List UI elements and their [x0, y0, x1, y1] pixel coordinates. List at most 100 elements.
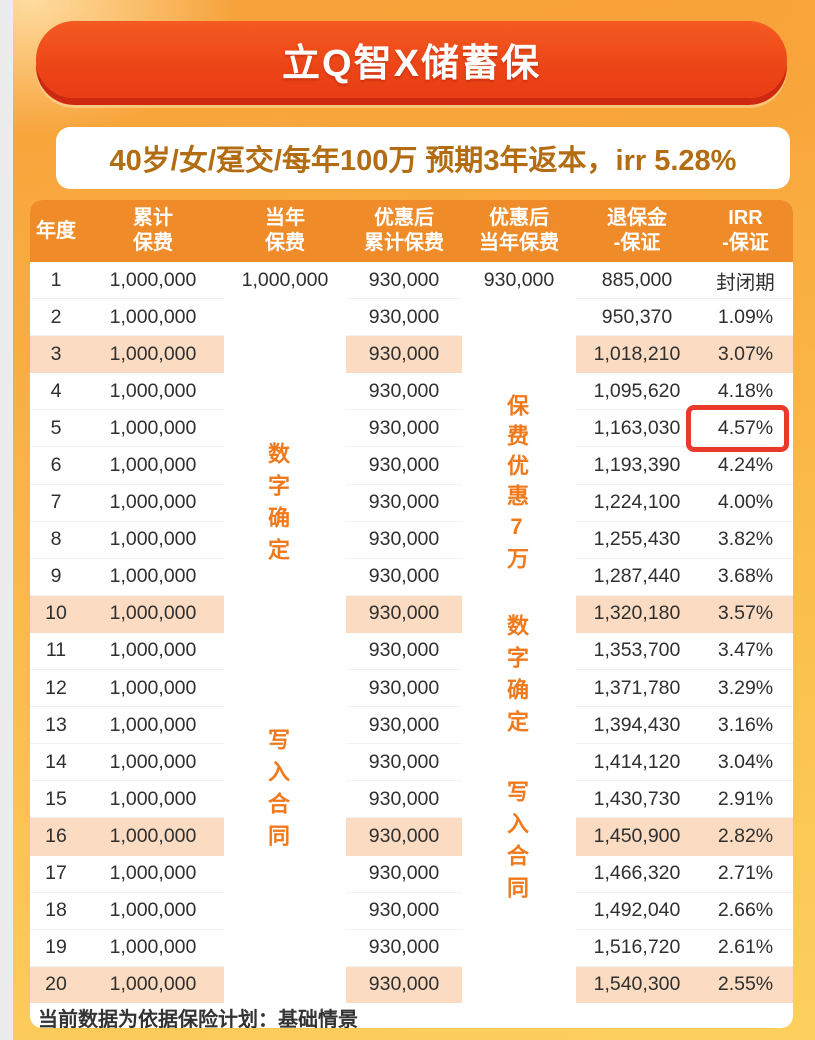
- table-row-year-15: 15 1,000,000 930,000 1,430,730 2.91%: [30, 780, 793, 819]
- cell-col-6: 4.24%: [698, 446, 793, 485]
- cell-col-3: 930,000: [346, 706, 462, 745]
- cell-col-6: 3.07%: [698, 335, 793, 374]
- cell-col-6: 3.04%: [698, 743, 793, 782]
- cell-col-6: 3.57%: [698, 595, 793, 633]
- cell-col-5: 1,394,430: [576, 706, 698, 745]
- overlay-annual-premium-written-in-contract: 写入合同: [265, 728, 290, 856]
- cell-col-5: 1,255,430: [576, 521, 698, 559]
- cell-col-1: 1,000,000: [82, 632, 224, 671]
- cell-col-2: [224, 632, 346, 669]
- cell-col-5: 1,540,300: [576, 966, 698, 1003]
- column-header-1: 累计 保费: [82, 200, 224, 262]
- cell-col-0: 11: [30, 632, 82, 671]
- cell-col-5: 1,018,210: [576, 335, 698, 374]
- cell-col-3: 930,000: [346, 966, 462, 1003]
- cell-col-0: 19: [30, 929, 82, 967]
- cell-col-5: 1,466,320: [576, 855, 698, 893]
- cell-col-6: 4.00%: [698, 484, 793, 522]
- cell-col-6: 2.82%: [698, 817, 793, 856]
- table-row-year-11: 11 1,000,000 930,000 1,353,700 3.47%: [30, 632, 793, 671]
- cell-col-3: 930,000: [346, 262, 462, 300]
- cell-col-1: 1,000,000: [82, 780, 224, 819]
- cell-col-0: 14: [30, 743, 82, 782]
- cell-col-0: 10: [30, 595, 82, 633]
- column-header-6: IRR -保证: [698, 200, 793, 262]
- table-header: 年度 累计 保费 当年 保费 优惠后 累计保费 优惠后 当年保费 退保金 -保证 IRR -保证: [30, 200, 793, 262]
- cell-col-2: [224, 966, 346, 1003]
- cell-col-6: 3.29%: [698, 669, 793, 708]
- cell-col-6: 3.68%: [698, 558, 793, 596]
- table-body: 1 1,000,000 1,000,000 930,000 930,000 885,000…: [30, 262, 793, 1003]
- cell-col-5: 1,353,700: [576, 632, 698, 671]
- cell-col-5: 950,370: [576, 298, 698, 337]
- cell-col-3: 930,000: [346, 817, 462, 856]
- cell-col-2: [224, 929, 346, 966]
- table-row-year-13: 13 1,000,000 930,000 1,394,430 3.16%: [30, 706, 793, 745]
- cell-col-3: 930,000: [346, 521, 462, 559]
- cell-col-1: 1,000,000: [82, 262, 224, 300]
- cell-col-2: [224, 335, 346, 373]
- cell-col-3: 930,000: [346, 298, 462, 337]
- table-footnote: 当前数据为依据保险计划：基础情景: [38, 1008, 358, 1028]
- cell-col-1: 1,000,000: [82, 706, 224, 745]
- column-header-3: 优惠后 累计保费: [346, 200, 462, 262]
- cell-col-0: 20: [30, 966, 82, 1003]
- cell-col-0: 12: [30, 669, 82, 708]
- cell-col-3: 930,000: [346, 929, 462, 967]
- cell-col-4: [462, 335, 576, 373]
- page-left-margin: [0, 0, 13, 1040]
- cell-col-6: 2.55%: [698, 966, 793, 1003]
- cell-col-0: 17: [30, 855, 82, 893]
- cell-col-5: 1,371,780: [576, 669, 698, 708]
- cell-col-6: 2.66%: [698, 892, 793, 930]
- cell-col-5: 1,095,620: [576, 372, 698, 411]
- cell-col-4: [462, 595, 576, 633]
- table-row-year-16: 16 1,000,000 930,000 1,450,900 2.82%: [30, 817, 793, 856]
- cell-col-0: 7: [30, 484, 82, 522]
- cell-col-0: 13: [30, 706, 82, 745]
- cell-col-0: 8: [30, 521, 82, 559]
- cell-col-2: [224, 595, 346, 633]
- table-row-year-8: 8 1,000,000 930,000 1,255,430 3.82%: [30, 521, 793, 559]
- cell-col-1: 1,000,000: [82, 669, 224, 708]
- cell-col-0: 1: [30, 262, 82, 300]
- cell-col-3: 930,000: [346, 669, 462, 708]
- cell-col-5: 1,224,100: [576, 484, 698, 522]
- cell-col-1: 1,000,000: [82, 298, 224, 337]
- cell-col-3: 930,000: [346, 335, 462, 374]
- cell-col-3: 930,000: [346, 446, 462, 485]
- cell-col-5: 885,000: [576, 262, 698, 300]
- cell-col-3: 930,000: [346, 484, 462, 522]
- cell-col-1: 1,000,000: [82, 855, 224, 893]
- benefit-table: 年度 累计 保费 当年 保费 优惠后 累计保费 优惠后 当年保费 退保金 -保证 IRR -保证 1 1,…: [30, 200, 793, 1003]
- cell-col-1: 1,000,000: [82, 892, 224, 930]
- table-row-year-1: 1 1,000,000 1,000,000 930,000 930,000 885,000…: [30, 262, 793, 300]
- table-row-year-20: 20 1,000,000 930,000 1,540,300 2.55%: [30, 966, 793, 1003]
- cell-col-6: 3.16%: [698, 706, 793, 745]
- cell-col-2: [224, 373, 346, 410]
- cell-col-4: [462, 929, 576, 966]
- cell-col-3: 930,000: [346, 595, 462, 633]
- cell-col-1: 1,000,000: [82, 372, 224, 411]
- cell-col-3: 930,000: [346, 855, 462, 893]
- cell-col-5: 1,492,040: [576, 892, 698, 930]
- cell-col-6: 封闭期: [698, 262, 793, 300]
- cell-col-6: 1.09%: [698, 298, 793, 337]
- cell-col-0: 6: [30, 446, 82, 485]
- table-header-row: 年度 累计 保费 当年 保费 优惠后 累计保费 优惠后 当年保费 退保金 -保证 IRR -保证: [30, 200, 793, 262]
- product-title: 立Q智X储蓄保: [282, 43, 541, 85]
- table-row-year-18: 18 1,000,000 930,000 1,492,040 2.66%: [30, 892, 793, 930]
- cell-col-5: 1,287,440: [576, 558, 698, 596]
- cell-col-4: [462, 744, 576, 781]
- cell-col-0: 4: [30, 372, 82, 411]
- product-title-banner: 立Q智X储蓄保: [36, 21, 787, 98]
- cell-col-5: 1,450,900: [576, 817, 698, 856]
- overlay-premium-discount-70k: 保费优惠7万: [504, 394, 529, 577]
- cell-col-0: 2: [30, 298, 82, 337]
- cell-col-6: 3.47%: [698, 632, 793, 671]
- cell-col-4: [462, 817, 576, 855]
- cell-col-3: 930,000: [346, 780, 462, 819]
- cell-col-4: [462, 299, 576, 336]
- table-row-year-2: 2 1,000,000 930,000 950,370 1.09%: [30, 298, 793, 337]
